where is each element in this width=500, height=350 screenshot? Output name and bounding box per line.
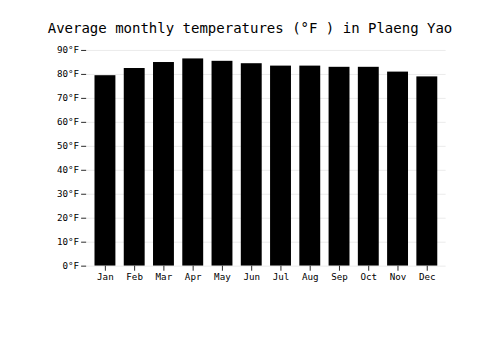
- svg-text:Dec: Dec: [419, 271, 436, 282]
- svg-text:60°F: 60°F: [57, 116, 79, 127]
- svg-text:Sep: Sep: [331, 271, 348, 282]
- svg-text:Apr: Apr: [185, 271, 202, 282]
- svg-text:10°F: 10°F: [57, 236, 79, 247]
- svg-text:0°F: 0°F: [62, 260, 79, 271]
- html-text:Average monthly temperatures (: Average monthly temperatures (°F ) in Pl…: [47, 20, 453, 36]
- svg-text:40°F: 40°F: [57, 164, 79, 175]
- svg-text:90°F: 90°F: [57, 44, 79, 55]
- svg-text:Jul: Jul: [273, 271, 290, 282]
- svg-text:Oct: Oct: [360, 271, 377, 282]
- svg-text:Aug: Aug: [302, 271, 319, 282]
- svg-text:Jan: Jan: [97, 271, 114, 282]
- svg-text:Jun: Jun: [243, 271, 260, 282]
- svg-text:20°F: 20°F: [57, 212, 79, 223]
- svg-text:70°F: 70°F: [57, 92, 79, 103]
- svg-text:Nov: Nov: [390, 271, 407, 282]
- svg-text:Mar: Mar: [156, 271, 173, 282]
- svg-text:30°F: 30°F: [57, 188, 79, 199]
- svg-text:50°F: 50°F: [57, 140, 79, 151]
- svg-text:May: May: [214, 271, 231, 282]
- svg-text:80°F: 80°F: [57, 68, 79, 79]
- svg-text:Feb: Feb: [126, 271, 143, 282]
